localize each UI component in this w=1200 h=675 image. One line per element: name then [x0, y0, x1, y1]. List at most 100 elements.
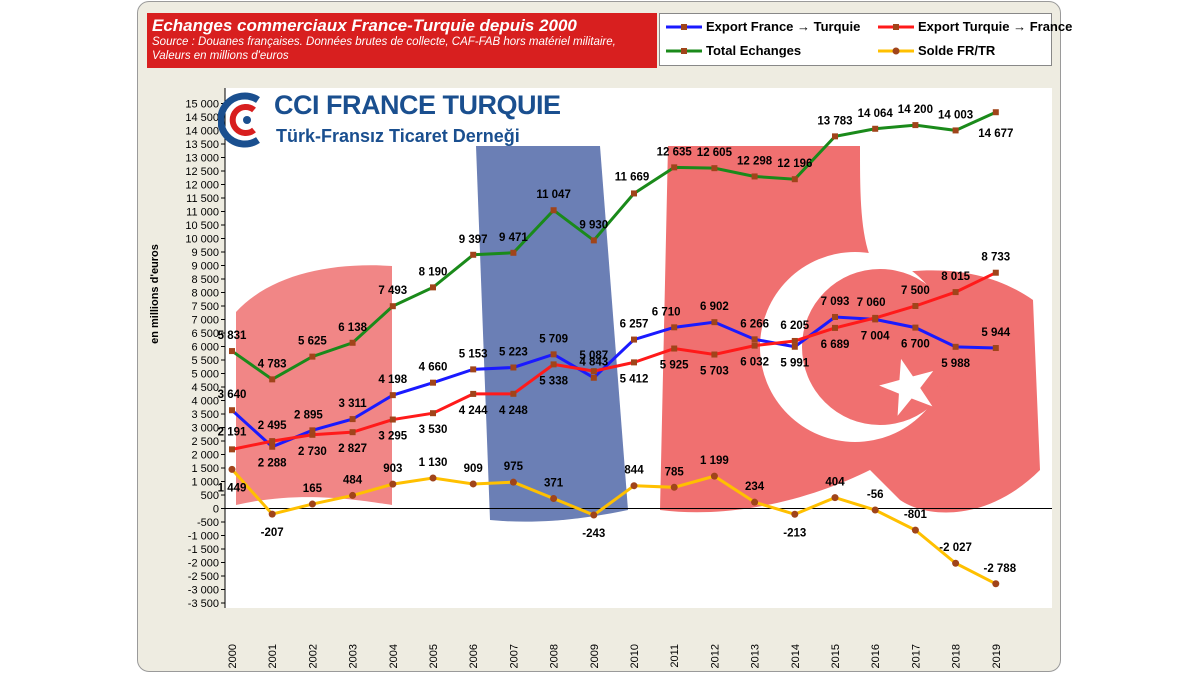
y-tick-label: -500: [197, 517, 219, 529]
point-export-tr: [912, 303, 919, 309]
point-export-fr: [389, 392, 396, 399]
data-label-export-tr: 7 060: [857, 297, 886, 309]
point-solde: [630, 482, 638, 490]
x-tick-label: 2014: [790, 644, 802, 668]
data-label-solde: -213: [783, 527, 806, 539]
point-export-fr: [671, 324, 678, 331]
x-tick-label: 2001: [267, 644, 279, 668]
data-label-solde: 234: [745, 481, 765, 493]
x-tick-label: 2017: [910, 644, 922, 668]
data-label-export-tr: 2 827: [338, 443, 367, 455]
point-solde: [469, 480, 477, 488]
y-tick-label: 1 000: [191, 477, 219, 489]
y-tick-label: 10 000: [185, 234, 219, 246]
data-label-export-tr: 8 733: [981, 252, 1010, 264]
point-export-tr: [751, 342, 758, 349]
point-export-tr: [791, 337, 798, 344]
crescent-star: [879, 358, 934, 416]
y-tick-label: 7 500: [191, 301, 219, 313]
legend-label-export-tr: Export Turquie → France: [918, 19, 1073, 34]
data-label-export-fr: 5 709: [539, 333, 568, 345]
point-export-fr: [631, 336, 637, 343]
point-export-fr: [550, 351, 557, 358]
point-solde: [952, 559, 960, 567]
y-tick-label: 8 500: [191, 274, 219, 286]
point-export-fr: [309, 427, 316, 434]
point-total: [269, 376, 276, 383]
data-label-export-fr: 4 198: [378, 374, 407, 386]
x-tick-label: 2012: [709, 644, 721, 668]
data-label-export-fr: 4 843: [579, 357, 608, 369]
point-export-fr: [510, 364, 517, 371]
point-solde: [590, 511, 598, 519]
data-label-export-fr: 2 895: [294, 409, 323, 421]
data-label-total: 9 930: [579, 219, 608, 231]
data-label-solde: -207: [261, 527, 284, 539]
data-label-export-fr: 6 257: [620, 319, 649, 331]
y-tick-label: 9 500: [191, 247, 219, 259]
y-tick-label: 5 000: [191, 369, 219, 381]
point-export-fr: [952, 343, 959, 350]
data-label-total: 9 397: [459, 234, 488, 246]
y-tick-label: 8 000: [191, 288, 219, 300]
point-export-tr: [872, 314, 879, 321]
data-label-export-fr: 6 266: [740, 318, 769, 330]
point-export-tr: [229, 446, 235, 453]
y-tick-label: 4 000: [191, 396, 219, 408]
data-label-solde: 1 199: [700, 455, 729, 467]
x-tick-label: 2004: [388, 644, 400, 668]
data-label-solde: -2 788: [983, 563, 1016, 575]
point-export-fr: [711, 319, 718, 326]
point-total: [430, 284, 436, 291]
data-label-export-fr: 4 660: [419, 362, 448, 374]
legend-label-solde: Solde FR/TR: [918, 43, 996, 58]
data-label-export-fr: 5 223: [499, 346, 528, 358]
y-tick-label: 6 000: [191, 342, 219, 354]
data-label-total: 11 669: [615, 171, 650, 183]
data-label-total: 5 831: [218, 330, 247, 342]
data-label-solde: -56: [867, 489, 884, 501]
point-solde: [509, 478, 517, 486]
data-label-export-fr: 5 988: [941, 358, 970, 370]
x-tick-label: 2011: [669, 644, 681, 668]
point-total: [229, 348, 235, 355]
chart-title-box: Echanges commerciaux France-Turquie depu…: [147, 13, 657, 68]
data-label-total: 12 196: [777, 158, 812, 170]
point-export-tr: [269, 438, 276, 445]
legend-item-export-fr: Export France → Turquie: [666, 19, 860, 34]
y-tick-label: -2 000: [188, 558, 219, 570]
point-total: [992, 109, 999, 116]
logo-subtitle: Türk-Fransız Ticaret Derneği: [276, 126, 520, 146]
point-solde: [308, 500, 316, 508]
chart-title: Echanges commerciaux France-Turquie depu…: [152, 16, 577, 35]
data-label-total: 9 471: [499, 232, 528, 244]
y-tick-label: 3 500: [191, 409, 219, 421]
y-tick-label: 6 500: [191, 328, 219, 340]
point-solde: [228, 465, 236, 473]
point-solde: [710, 472, 718, 480]
y-tick-label: 0: [213, 504, 219, 516]
y-tick-label: 1 500: [191, 463, 219, 475]
y-tick-label: 13 500: [185, 139, 219, 151]
data-label-export-tr: 5 925: [660, 360, 689, 372]
x-tick-label: 2005: [428, 644, 440, 668]
data-label-solde: -801: [904, 509, 928, 521]
point-total: [470, 251, 477, 258]
chart-source: Source : Douanes françaises. Données bru…: [152, 36, 616, 48]
point-export-tr: [711, 351, 718, 358]
point-total: [309, 353, 316, 360]
x-tick-label: 2016: [870, 644, 882, 668]
data-label-export-tr: 5 412: [620, 373, 649, 385]
point-export-tr: [671, 345, 678, 352]
point-solde: [831, 494, 839, 502]
x-tick-label: 2018: [951, 644, 963, 668]
legend-item-export-tr: Export Turquie → France: [878, 19, 1072, 34]
data-label-export-tr: 2 495: [258, 420, 287, 432]
y-tick-label: -2 500: [188, 571, 219, 583]
data-label-export-tr: 4 248: [499, 405, 528, 417]
x-tick-label: 2006: [468, 644, 480, 668]
data-label-export-fr: 7 093: [821, 296, 850, 308]
data-label-export-fr: 6 902: [700, 301, 729, 313]
y-tick-label: 10 500: [185, 220, 219, 232]
data-label-solde: 903: [383, 463, 402, 475]
